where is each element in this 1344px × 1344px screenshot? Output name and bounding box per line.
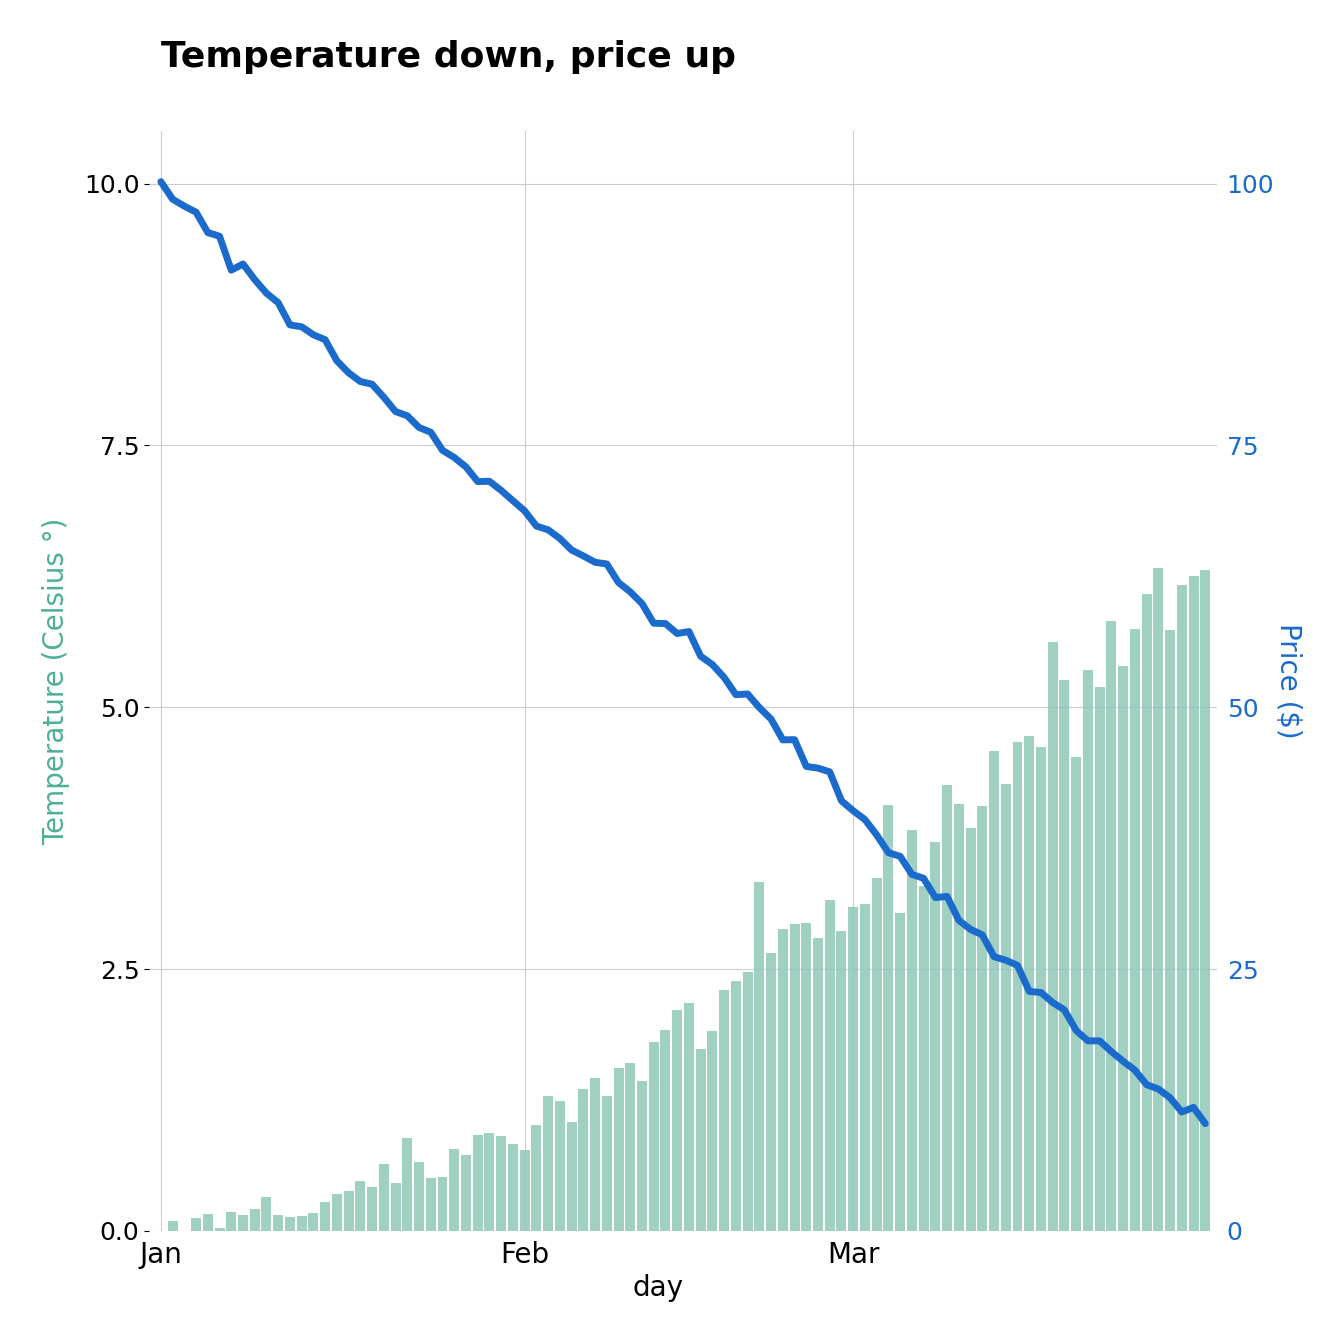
Bar xyxy=(930,843,941,1231)
Bar xyxy=(332,1193,341,1231)
Bar xyxy=(438,1177,448,1231)
Bar xyxy=(731,981,741,1231)
Bar xyxy=(1200,570,1210,1231)
Bar xyxy=(754,882,765,1231)
Bar xyxy=(285,1218,294,1231)
Bar xyxy=(813,938,823,1231)
Bar xyxy=(766,953,775,1231)
X-axis label: day: day xyxy=(632,1274,683,1302)
Bar xyxy=(226,1212,237,1231)
Bar xyxy=(919,886,929,1231)
Bar xyxy=(461,1154,470,1231)
Bar xyxy=(367,1187,378,1231)
Bar xyxy=(191,1218,202,1231)
Bar xyxy=(825,900,835,1231)
Bar xyxy=(1130,629,1140,1231)
Bar xyxy=(989,751,999,1231)
Bar xyxy=(1059,680,1070,1231)
Bar xyxy=(1024,735,1035,1231)
Bar xyxy=(496,1137,507,1231)
Bar xyxy=(250,1210,259,1231)
Bar xyxy=(707,1031,718,1231)
Bar xyxy=(1141,594,1152,1231)
Bar xyxy=(531,1125,542,1231)
Bar xyxy=(520,1149,530,1231)
Bar xyxy=(1012,742,1023,1231)
Bar xyxy=(344,1191,353,1231)
Bar xyxy=(273,1215,284,1231)
Bar xyxy=(860,905,870,1231)
Bar xyxy=(203,1214,212,1231)
Bar xyxy=(625,1063,636,1231)
Bar xyxy=(1071,757,1081,1231)
Bar xyxy=(672,1011,683,1231)
Bar xyxy=(1048,642,1058,1231)
Bar xyxy=(297,1216,306,1231)
Bar xyxy=(262,1196,271,1231)
Bar xyxy=(954,804,964,1231)
Bar xyxy=(907,829,917,1231)
Bar xyxy=(602,1095,612,1231)
Bar xyxy=(1118,667,1128,1231)
Bar xyxy=(590,1078,599,1231)
Bar xyxy=(743,972,753,1231)
Bar xyxy=(567,1122,577,1231)
Bar xyxy=(778,930,788,1231)
Bar xyxy=(965,828,976,1231)
Bar xyxy=(215,1228,224,1231)
Bar xyxy=(426,1179,435,1231)
Bar xyxy=(848,907,859,1231)
Bar xyxy=(977,806,988,1231)
Bar xyxy=(355,1181,366,1231)
Bar xyxy=(1165,629,1175,1231)
Bar xyxy=(320,1202,331,1231)
Bar xyxy=(414,1161,423,1231)
Bar xyxy=(696,1050,706,1231)
Bar xyxy=(168,1222,177,1231)
Bar xyxy=(684,1003,694,1231)
Bar xyxy=(1036,747,1046,1231)
Bar xyxy=(391,1183,401,1231)
Y-axis label: Temperature (Celsius °): Temperature (Celsius °) xyxy=(42,517,70,845)
Bar xyxy=(1083,669,1093,1231)
Bar xyxy=(637,1081,646,1231)
Bar xyxy=(1001,784,1011,1231)
Bar xyxy=(508,1144,517,1231)
Bar xyxy=(449,1149,460,1231)
Text: Temperature down, price up: Temperature down, price up xyxy=(161,40,737,74)
Bar xyxy=(883,805,894,1231)
Bar xyxy=(1094,687,1105,1231)
Bar xyxy=(1106,621,1117,1231)
Bar xyxy=(308,1214,319,1231)
Y-axis label: Price ($): Price ($) xyxy=(1274,624,1302,739)
Bar xyxy=(379,1164,388,1231)
Bar xyxy=(555,1101,564,1231)
Bar xyxy=(1177,585,1187,1231)
Bar xyxy=(789,925,800,1231)
Bar xyxy=(578,1089,589,1231)
Bar xyxy=(543,1097,554,1231)
Bar xyxy=(238,1215,249,1231)
Bar xyxy=(942,785,952,1231)
Bar xyxy=(402,1138,413,1231)
Bar xyxy=(801,922,812,1231)
Bar xyxy=(473,1134,482,1231)
Bar xyxy=(719,989,728,1231)
Bar xyxy=(649,1042,659,1231)
Bar xyxy=(484,1133,495,1231)
Bar xyxy=(1153,567,1164,1231)
Bar xyxy=(660,1030,671,1231)
Bar xyxy=(1188,577,1199,1231)
Bar xyxy=(836,931,847,1231)
Bar xyxy=(872,879,882,1231)
Bar xyxy=(613,1068,624,1231)
Bar xyxy=(895,914,905,1231)
